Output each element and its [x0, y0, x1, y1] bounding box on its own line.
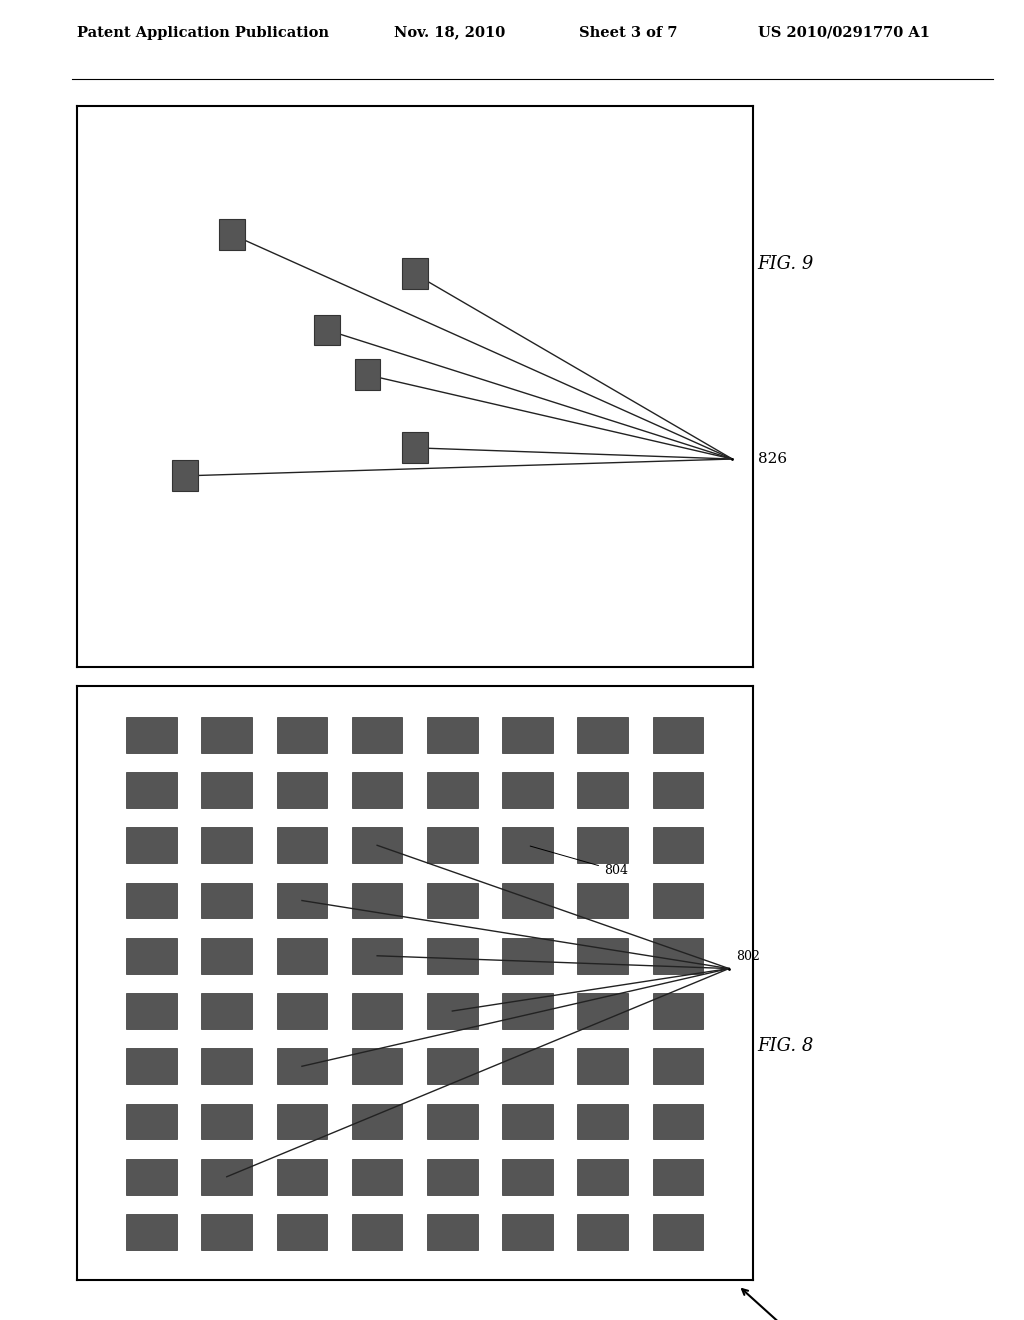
Text: 804: 804	[530, 846, 628, 876]
Bar	[352, 1159, 402, 1195]
Bar	[126, 772, 177, 808]
Bar	[202, 828, 252, 863]
Bar	[401, 433, 428, 463]
Bar	[202, 1104, 252, 1139]
Bar	[652, 772, 703, 808]
Bar	[502, 828, 553, 863]
Bar	[126, 993, 177, 1028]
Bar	[126, 1104, 177, 1139]
Text: 826: 826	[758, 451, 786, 466]
Bar	[276, 1048, 328, 1084]
Bar	[427, 828, 477, 863]
Bar	[352, 939, 402, 974]
Bar	[126, 828, 177, 863]
Bar	[202, 883, 252, 919]
Bar	[652, 883, 703, 919]
Bar	[352, 883, 402, 919]
Bar	[401, 259, 428, 289]
Bar	[652, 1214, 703, 1250]
Bar	[502, 1104, 553, 1139]
Bar	[276, 828, 328, 863]
Bar	[652, 717, 703, 752]
Bar	[427, 993, 477, 1028]
Bar	[578, 939, 628, 974]
Bar	[202, 939, 252, 974]
Bar	[126, 1159, 177, 1195]
Bar	[502, 772, 553, 808]
Bar	[276, 772, 328, 808]
Bar	[578, 883, 628, 919]
Bar	[202, 772, 252, 808]
Bar	[276, 939, 328, 974]
Bar	[352, 1048, 402, 1084]
Bar	[202, 1048, 252, 1084]
Bar	[427, 883, 477, 919]
Bar	[427, 939, 477, 974]
Bar	[652, 1104, 703, 1139]
Bar	[578, 828, 628, 863]
Bar	[578, 772, 628, 808]
Bar	[126, 717, 177, 752]
Text: FIG. 9: FIG. 9	[758, 255, 814, 273]
Bar	[276, 993, 328, 1028]
Bar	[652, 828, 703, 863]
Bar	[502, 939, 553, 974]
Bar	[427, 1214, 477, 1250]
Bar	[352, 717, 402, 752]
Bar	[578, 1104, 628, 1139]
Bar	[202, 1214, 252, 1250]
Text: Sheet 3 of 7: Sheet 3 of 7	[579, 25, 677, 40]
Bar	[502, 1159, 553, 1195]
Bar	[202, 1159, 252, 1195]
Bar	[352, 828, 402, 863]
Bar	[172, 461, 198, 491]
Bar	[652, 1048, 703, 1084]
Bar	[276, 883, 328, 919]
Text: US 2010/0291770 A1: US 2010/0291770 A1	[758, 25, 930, 40]
Bar	[427, 1104, 477, 1139]
Bar	[578, 717, 628, 752]
Bar	[126, 1214, 177, 1250]
Text: FIG. 8: FIG. 8	[758, 1038, 814, 1055]
Bar	[276, 1159, 328, 1195]
Bar	[352, 772, 402, 808]
Text: Patent Application Publication: Patent Application Publication	[77, 25, 329, 40]
Bar	[352, 1104, 402, 1139]
Bar	[578, 993, 628, 1028]
Text: Nov. 18, 2010: Nov. 18, 2010	[394, 25, 506, 40]
Bar	[352, 993, 402, 1028]
Bar	[502, 1214, 553, 1250]
Bar	[314, 314, 340, 346]
Bar	[276, 717, 328, 752]
Bar	[502, 1048, 553, 1084]
Bar	[652, 1159, 703, 1195]
Bar	[219, 219, 245, 249]
Bar	[352, 1214, 402, 1250]
Text: 802: 802	[735, 949, 760, 962]
Bar	[126, 939, 177, 974]
Bar	[427, 1048, 477, 1084]
Bar	[502, 883, 553, 919]
Bar	[354, 359, 380, 391]
Bar	[502, 993, 553, 1028]
Bar	[276, 1104, 328, 1139]
Bar	[652, 993, 703, 1028]
Bar	[578, 1048, 628, 1084]
Bar	[202, 717, 252, 752]
Bar	[578, 1159, 628, 1195]
Bar	[427, 1159, 477, 1195]
Bar	[652, 939, 703, 974]
Bar	[427, 717, 477, 752]
Bar	[502, 717, 553, 752]
Bar	[427, 772, 477, 808]
Bar	[276, 1214, 328, 1250]
Bar	[202, 993, 252, 1028]
Bar	[126, 883, 177, 919]
Bar	[578, 1214, 628, 1250]
Bar	[126, 1048, 177, 1084]
